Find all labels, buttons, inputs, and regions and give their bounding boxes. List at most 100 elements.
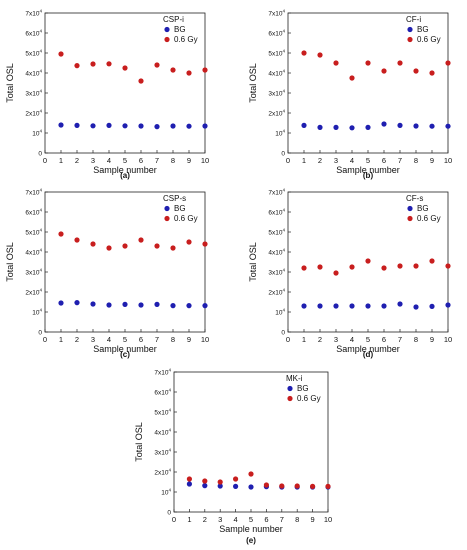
x-tick-label: 0 [43,335,47,344]
x-tick-label: 9 [187,156,191,165]
x-tick-label: 5 [123,156,127,165]
x-axis-label: Sample number [336,165,400,175]
chart-panel-1: 0 1 2 3 4 5 6 7 8 9 10 0 104 2x104 3x104 4x104 5x104 6x10… [5,9,209,181]
x-tick-label: 10 [201,156,209,165]
x-tick-label: 0 [286,156,290,165]
x-tick-label: 3 [218,515,222,524]
data-point-bg [445,302,451,308]
x-tick-label: 4 [350,156,354,165]
y-tick-label: 104 [275,308,285,317]
data-point-0-6-gy [170,245,176,251]
data-point-0-6-gy [301,50,307,56]
y-tick-label: 7x104 [154,368,171,377]
data-point-bg [138,302,144,308]
x-axis-label: Sample number [93,344,157,354]
legend-marker [287,385,293,392]
x-tick-label: 3 [91,156,95,165]
legend-entry: BG [297,384,309,393]
y-tick-label: 4x104 [154,428,171,437]
data-point-bg [317,303,323,309]
y-tick-label: 4x104 [25,248,42,257]
data-point-bg [333,124,339,130]
x-tick-label: 2 [318,335,322,344]
data-point-bg [202,303,208,309]
x-tick-label: 7 [280,515,284,524]
data-point-0-6-gy [445,60,451,66]
data-point-0-6-gy [333,270,339,276]
y-tick-label: 2x104 [154,468,171,477]
y-tick-label: 5x104 [268,49,285,58]
y-tick-label: 104 [32,129,42,138]
data-point-bg [170,123,176,129]
chart-panel-3: 0 1 2 3 4 5 6 7 8 9 10 0 104 2x104 3x104 4x104 5x104 6x10… [5,188,209,360]
y-tick-label: 3x104 [268,89,285,98]
data-point-0-6-gy [58,51,64,57]
data-point-0-6-gy [349,264,355,270]
data-point-0-6-gy [397,263,403,269]
data-point-bg [170,303,176,309]
x-tick-label: 3 [91,335,95,344]
data-point-bg [58,300,64,306]
y-tick-label: 4x104 [25,69,42,78]
data-point-bg [106,122,112,128]
data-point-0-6-gy [317,264,323,270]
y-tick-label: 5x104 [154,408,171,417]
legend-title: CF-s [406,194,423,203]
data-point-bg [58,122,64,128]
data-point-0-6-gy [217,479,223,485]
data-point-0-6-gy [58,231,64,237]
data-point-bg [74,122,80,128]
data-point-bg [90,301,96,307]
legend-entry: 0.6 Gy [417,214,441,223]
y-tick-label: 3x104 [268,268,285,277]
x-tick-label: 1 [302,156,306,165]
data-point-0-6-gy [186,70,192,76]
data-point-0-6-gy [413,68,419,74]
x-tick-label: 9 [187,335,191,344]
data-point-0-6-gy [74,237,80,243]
y-tick-label: 2x104 [25,288,42,297]
data-point-0-6-gy [154,243,160,249]
chart-panel-2: 0 1 2 3 4 5 6 7 8 9 10 0 104 2x104 3x104 4x104 5x104 6x10… [248,9,452,181]
plot-frame [287,12,449,154]
legend-entry: 0.6 Gy [417,35,441,44]
x-tick-label: 9 [430,335,434,344]
data-point-bg [301,122,307,128]
data-point-0-6-gy [122,65,128,71]
data-point-0-6-gy [381,68,387,74]
data-point-0-6-gy [138,78,144,84]
x-tick-label: 6 [139,156,143,165]
legend-entry: 0.6 Gy [297,394,321,403]
x-tick-label: 9 [311,515,315,524]
legend-marker [164,215,170,222]
y-tick-label: 0 [167,510,171,517]
data-point-bg [90,123,96,129]
data-point-bg [154,301,160,307]
x-tick-label: 1 [302,335,306,344]
data-point-0-6-gy [170,67,176,73]
x-tick-label: 5 [123,335,127,344]
data-point-0-6-gy [122,243,128,249]
panel-label: (c) [120,350,130,359]
data-point-bg [122,301,128,307]
x-tick-label: 6 [139,335,143,344]
x-tick-label: 0 [43,156,47,165]
data-point-0-6-gy [202,478,208,484]
x-tick-label: 10 [444,335,452,344]
x-tick-label: 6 [382,335,386,344]
y-tick-label: 7x104 [268,9,285,18]
y-tick-label: 6x104 [268,208,285,217]
legend-entry: 0.6 Gy [174,35,198,44]
data-point-0-6-gy [248,471,254,477]
y-tick-label: 104 [32,308,42,317]
legend-entry: BG [417,204,429,213]
data-point-bg [233,483,239,489]
legend-marker [407,36,413,43]
data-point-0-6-gy [365,60,371,66]
data-point-0-6-gy [445,263,451,269]
data-point-bg [217,483,223,489]
x-tick-label: 4 [350,335,354,344]
x-tick-label: 5 [249,515,253,524]
data-point-bg [138,123,144,129]
x-tick-label: 8 [171,156,175,165]
